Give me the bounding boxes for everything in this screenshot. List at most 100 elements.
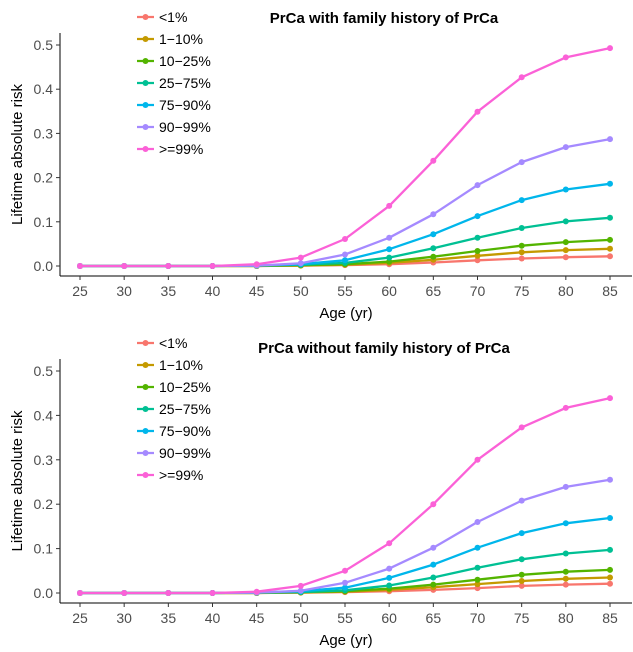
data-point — [562, 54, 569, 61]
y-tick-label: 0.5 — [34, 37, 54, 53]
x-tick-label: 50 — [293, 610, 309, 626]
series-6 — [77, 476, 613, 596]
x-tick-label: 80 — [558, 610, 574, 626]
data-point — [342, 579, 348, 586]
data-point — [607, 546, 613, 553]
legend-key-point — [142, 36, 149, 42]
legend-item: 10−25% — [137, 379, 211, 395]
data-point — [253, 588, 260, 595]
legend-key-point — [142, 124, 149, 130]
legend-label: <1% — [159, 335, 187, 351]
data-point — [386, 540, 393, 547]
legend-item: 90−99% — [137, 445, 211, 461]
y-tick-label: 0.5 — [34, 363, 54, 379]
data-point — [607, 566, 613, 573]
data-point — [121, 590, 128, 596]
data-point — [518, 424, 525, 431]
legend-key-point — [142, 80, 149, 86]
legend-label: 25−75% — [159, 75, 211, 91]
data-point — [518, 242, 525, 249]
legend: <1% 1−10% 10−25% 25−75% 75−90% 90−99% >=99% — [137, 335, 211, 483]
data-point — [562, 550, 569, 557]
data-point — [430, 574, 437, 581]
x-tick-label: 30 — [116, 283, 132, 299]
data-point — [607, 236, 613, 243]
data-point — [297, 582, 304, 589]
x-tick-label: 55 — [337, 283, 353, 299]
data-point — [607, 136, 613, 143]
data-point — [430, 501, 437, 508]
x-tick-label: 25 — [72, 283, 88, 299]
x-tick-label: 40 — [205, 610, 221, 626]
data-point — [562, 247, 569, 254]
legend-item: >=99% — [137, 467, 203, 483]
y-axis-title: Lifetime absolute risk — [9, 410, 26, 551]
data-point — [518, 74, 525, 81]
x-tick-label: 60 — [381, 283, 397, 299]
data-point — [474, 108, 481, 115]
data-point — [474, 456, 481, 463]
data-point — [474, 213, 481, 220]
legend-item: 25−75% — [137, 75, 211, 91]
data-point — [386, 582, 393, 589]
data-point — [386, 246, 393, 253]
data-point — [562, 483, 569, 490]
x-tick-label: 85 — [602, 283, 618, 299]
series-6 — [77, 136, 613, 269]
data-point — [474, 581, 481, 588]
data-point — [474, 576, 481, 583]
legend-item: 25−75% — [137, 401, 211, 417]
legend-item: 90−99% — [137, 119, 211, 135]
data-point — [77, 590, 83, 596]
legend-key-point — [142, 450, 149, 456]
data-point — [386, 202, 393, 209]
y-tick-label: 0.3 — [34, 125, 54, 141]
data-point — [518, 225, 525, 231]
legend-label: >=99% — [159, 467, 203, 483]
data-point — [607, 245, 613, 252]
legend-label: 90−99% — [159, 119, 211, 135]
data-point — [562, 581, 569, 588]
legend-label: 75−90% — [159, 423, 211, 439]
data-point — [342, 251, 348, 258]
data-point — [607, 395, 613, 402]
data-point — [474, 257, 481, 264]
data-point — [607, 253, 613, 260]
data-point — [562, 404, 569, 411]
y-tick-label: 0.0 — [34, 258, 54, 274]
legend: <1% 1−10% 10−25% 25−75% 75−90% 90−99% >=99% — [137, 9, 211, 157]
data-point — [607, 574, 613, 581]
data-point — [518, 571, 525, 578]
legend-label: <1% — [159, 9, 187, 25]
y-tick-label: 0.2 — [34, 496, 54, 512]
data-point — [386, 574, 393, 581]
chart-title: PrCa without family history of PrCa — [258, 340, 510, 357]
data-point — [518, 556, 525, 563]
legend-label: 75−90% — [159, 97, 211, 113]
x-tick-label: 50 — [293, 283, 309, 299]
data-point — [430, 211, 437, 218]
data-point — [518, 578, 525, 584]
data-point — [77, 263, 83, 269]
chart-panel-2: 0.0 0.1 0.2 0.3 0.4 0.5 25 30 35 40 45 50 55 60 65 70 75… — [9, 335, 632, 649]
data-point — [607, 580, 613, 587]
data-point — [474, 252, 481, 259]
legend-key-point — [142, 146, 149, 152]
legend-key-point — [142, 472, 149, 478]
data-point — [607, 214, 613, 221]
data-point — [607, 515, 613, 521]
x-tick-label: 25 — [72, 610, 88, 626]
legend-item: <1% — [137, 335, 187, 351]
legend-key-point — [142, 102, 149, 108]
x-tick-label: 35 — [161, 610, 177, 626]
data-point — [518, 582, 525, 589]
series-7 — [77, 395, 613, 596]
data-point — [430, 231, 437, 238]
x-tick-label: 55 — [337, 610, 353, 626]
data-point — [253, 261, 260, 268]
data-point — [342, 236, 348, 242]
data-point — [386, 234, 393, 241]
legend-label: >=99% — [159, 141, 203, 157]
x-tick-label: 35 — [161, 283, 177, 299]
